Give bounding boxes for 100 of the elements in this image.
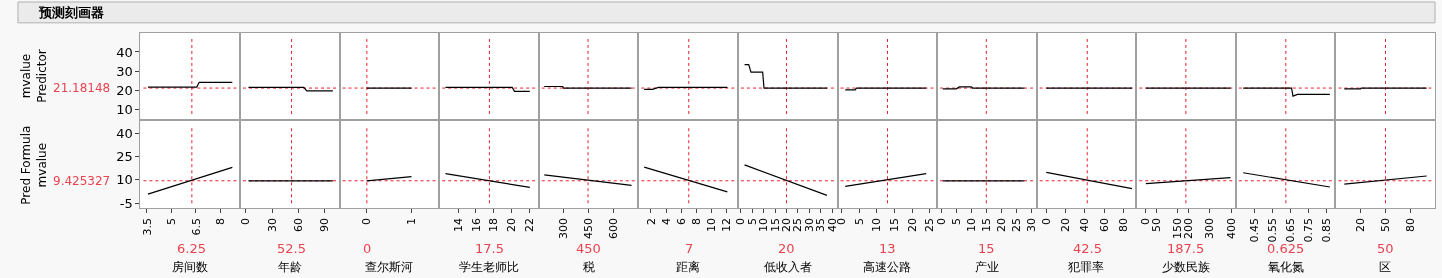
- x-axis-title: 少数民族: [1162, 260, 1210, 274]
- x-tick-label: 5: [165, 217, 179, 225]
- x-tick-label: 6.5: [189, 217, 203, 236]
- x-tick-label: 15: [888, 217, 902, 232]
- x-tick-label: 35: [814, 217, 828, 232]
- x-tick-label: 50: [1150, 217, 1164, 232]
- y-axis-title: mvalue Predictor: [18, 49, 49, 103]
- x-tick-label: 15: [768, 217, 782, 232]
- ref-line-label: 9.425327: [53, 174, 111, 188]
- x-tick-label: 15: [979, 217, 993, 232]
- x-tick-label: 90: [317, 217, 331, 232]
- x-tick-label: 10: [964, 217, 978, 232]
- x-axis-title: 低收入者: [764, 260, 812, 274]
- x-tick-label: 150: [1171, 217, 1185, 239]
- x-tick-label: 18: [487, 217, 501, 232]
- x-tick-label: 0.75: [1301, 217, 1315, 243]
- y-tick-label: 25: [116, 149, 133, 165]
- x-tick-label: 25: [923, 217, 937, 232]
- x-tick-label: 80: [1116, 217, 1130, 232]
- ref-line-label: 7: [685, 241, 694, 256]
- x-tick-label: 0: [734, 217, 748, 225]
- x-tick-label: 60: [291, 217, 305, 232]
- x-tick-label: 2: [644, 217, 658, 225]
- x-tick-label: 10: [705, 217, 719, 232]
- x-tick-label: 0: [239, 217, 253, 225]
- x-tick-label: 20: [994, 217, 1008, 232]
- x-axis-title: 税: [583, 260, 595, 274]
- x-tick-label: 20: [505, 217, 519, 232]
- y-axis-title: Pred Formula mvalue: [19, 125, 49, 205]
- y-tick-label: 40: [116, 44, 133, 60]
- x-tick-label: 16: [469, 217, 483, 232]
- x-tick-label: 6: [674, 217, 688, 225]
- x-tick-label: 50: [1379, 217, 1393, 232]
- x-tick-label: 25: [791, 217, 805, 232]
- ref-line-label: 187.5: [1167, 241, 1205, 256]
- x-tick-label: 300: [556, 217, 570, 239]
- ref-line-label: 20: [778, 241, 795, 256]
- ref-line-label: 0.625: [1267, 241, 1305, 256]
- x-tick-label: 20: [1353, 217, 1367, 232]
- y-tick-label: 20: [116, 82, 133, 98]
- ref-line-label: 21.18148: [53, 81, 111, 95]
- x-tick-label: 1: [405, 217, 419, 225]
- x-tick-label: 80: [1404, 217, 1418, 232]
- ref-line-label: 17.5: [475, 241, 504, 256]
- x-tick-label: 0: [835, 217, 849, 225]
- y-tick-label: 30: [116, 63, 133, 79]
- x-tick-label: 8: [213, 217, 227, 225]
- ref-line-label: 42.5: [1073, 241, 1102, 256]
- chart-title: 预测刻画器: [38, 5, 104, 20]
- x-tick-label: 14: [451, 217, 465, 232]
- x-tick-label: 20: [1059, 217, 1073, 232]
- x-axis-title: 查尔斯河: [365, 260, 413, 274]
- ref-line-label: 450: [576, 241, 601, 256]
- x-tick-label: 40: [1078, 217, 1092, 232]
- x-axis-title: 房间数: [172, 260, 208, 274]
- x-tick-label: 30: [265, 217, 279, 232]
- x-tick-label: 400: [1224, 217, 1238, 239]
- x-tick-label: 20: [780, 217, 794, 232]
- x-tick-label: 0: [1039, 217, 1053, 225]
- x-axis-title: 距离: [676, 260, 700, 274]
- x-tick-label: 20: [905, 217, 919, 232]
- y-tick-label: 10: [116, 102, 133, 118]
- x-axis-title: 犯罪率: [1068, 260, 1104, 274]
- x-tick-label: 3.5: [140, 217, 154, 236]
- x-tick-label: 5: [745, 217, 759, 225]
- y-tick-label: 10: [116, 172, 133, 188]
- ref-line-label: 52.5: [277, 241, 306, 256]
- x-axis-title: 产业: [975, 260, 999, 274]
- x-tick-label: 12: [720, 217, 734, 232]
- x-tick-label: 60: [1097, 217, 1111, 232]
- x-tick-label: 600: [606, 217, 620, 239]
- x-tick-label: 0.45: [1248, 217, 1262, 243]
- x-tick-label: 10: [757, 217, 771, 232]
- x-axis-title: 区: [1379, 260, 1391, 274]
- x-tick-label: 0: [1139, 217, 1153, 225]
- x-tick-label: 300: [1203, 217, 1217, 239]
- x-tick-label: 0.85: [1319, 217, 1333, 243]
- ref-line-label: 13: [879, 241, 896, 256]
- x-tick-label: 25: [1009, 217, 1023, 232]
- x-tick-label: 30: [802, 217, 816, 232]
- x-tick-label: 30: [1024, 217, 1038, 232]
- x-tick-label: 4: [659, 217, 673, 225]
- x-tick-label: 8: [689, 217, 703, 225]
- y-tick-label: -5: [119, 195, 133, 211]
- y-tick-label: 40: [116, 126, 133, 142]
- ref-line-label: 15: [978, 241, 995, 256]
- x-tick-label: 0.55: [1265, 217, 1279, 243]
- x-tick-label: 0: [360, 217, 374, 225]
- x-tick-label: 5: [852, 217, 866, 225]
- ref-line-label: 6.25: [177, 241, 206, 256]
- x-tick-label: 22: [523, 217, 537, 232]
- x-tick-label: 5: [949, 217, 963, 225]
- x-tick-label: 0: [934, 217, 948, 225]
- x-axis-title: 氧化氮: [1268, 260, 1304, 274]
- x-axis-title: 高速公路: [863, 260, 911, 274]
- x-axis-title: 学生老师比: [459, 260, 519, 274]
- x-tick-label: 10: [870, 217, 884, 232]
- x-tick-label: 450: [581, 217, 595, 239]
- ref-line-label: 50: [1377, 241, 1394, 256]
- x-tick-label: 200: [1182, 217, 1196, 239]
